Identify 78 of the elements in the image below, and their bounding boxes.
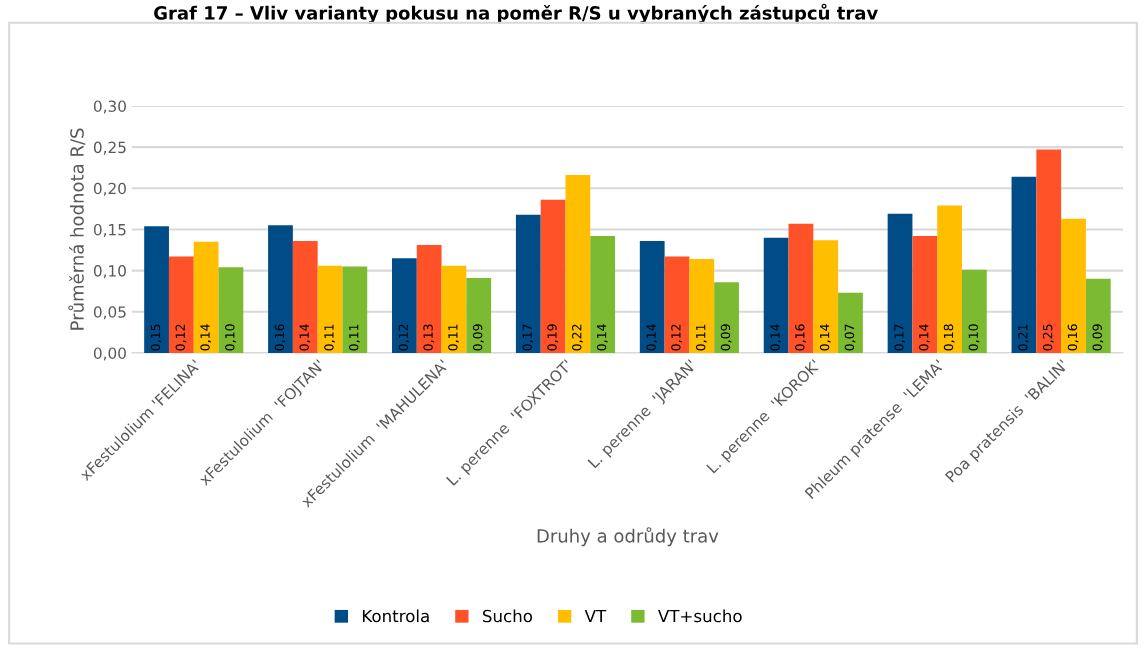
- bar: [664, 256, 690, 353]
- legend-label: VT: [584, 609, 607, 623]
- bar: [168, 256, 194, 353]
- data-label: 0,15: [150, 324, 162, 351]
- x-axis-title: Druhy a odrůdy trav: [537, 527, 719, 547]
- bar: [639, 240, 665, 353]
- data-label: 0,22: [572, 324, 583, 351]
- bar: [193, 241, 219, 353]
- data-label: 0,16: [795, 324, 806, 351]
- bar: [912, 236, 938, 353]
- bar: [838, 292, 863, 353]
- y-tick-label: 0,25: [93, 141, 126, 155]
- bar: [540, 199, 566, 353]
- y-tick-label: 0,00: [93, 347, 126, 361]
- data-label: 0,09: [472, 324, 484, 351]
- data-label: 0,14: [770, 324, 782, 351]
- data-label: 0,14: [819, 324, 831, 351]
- data-label: 0,12: [671, 324, 682, 351]
- data-label: 0,16: [1067, 324, 1079, 351]
- data-label: 0,19: [547, 324, 558, 351]
- legend-label: Sucho: [482, 609, 533, 623]
- y-tick-label: 0,10: [93, 265, 126, 279]
- bar: [218, 267, 244, 353]
- data-label: 0,14: [200, 324, 212, 351]
- data-label: 0,21: [1018, 324, 1029, 351]
- bar: [1011, 176, 1037, 353]
- data-label: 0,11: [448, 324, 459, 351]
- bar: [962, 269, 987, 353]
- y-tick-label: 0,30: [93, 100, 126, 114]
- data-label: 0,11: [349, 324, 360, 351]
- data-label: 0,10: [968, 324, 980, 351]
- bar: [515, 214, 541, 353]
- bar: [317, 265, 343, 353]
- data-label: 0,17: [522, 324, 534, 351]
- bar: [565, 175, 591, 353]
- bar: [813, 240, 839, 353]
- data-label: 0,11: [695, 324, 707, 351]
- bar: [342, 266, 368, 353]
- bar: [441, 265, 467, 353]
- data-label: 0,12: [398, 324, 410, 351]
- legend-label: Kontrola: [362, 609, 429, 623]
- data-label: 0,10: [225, 324, 236, 351]
- data-label: 0,14: [299, 324, 311, 351]
- legend-label: VT+sucho: [658, 609, 742, 623]
- bar: [1085, 278, 1111, 353]
- bar: [1061, 218, 1086, 353]
- data-label: 0,14: [918, 324, 930, 351]
- chart-title: Graf 17 – Vliv varianty pokusu na poměr R/S u vybraných zástupců trav: [154, 3, 878, 24]
- data-label: 0,25: [1042, 324, 1054, 351]
- bar: [763, 237, 789, 353]
- data-label: 0,11: [324, 324, 335, 351]
- y-tick-label: 0,05: [93, 306, 126, 320]
- data-label: 0,12: [175, 324, 187, 351]
- data-label: 0,13: [423, 324, 435, 351]
- bar: [590, 236, 616, 353]
- y-axis-title: Průměrná hodnota R/S: [68, 128, 86, 330]
- data-label: 0,09: [1092, 324, 1104, 351]
- bar: [937, 205, 962, 353]
- bar: [714, 282, 739, 353]
- bar: [466, 278, 492, 353]
- bar: [1036, 149, 1062, 353]
- bar: [292, 240, 318, 353]
- bar: [788, 223, 814, 353]
- data-label: 0,18: [943, 324, 955, 351]
- bar: [689, 259, 715, 353]
- data-label: 0,07: [844, 324, 856, 351]
- data-label: 0,14: [646, 324, 658, 351]
- bar: [268, 225, 293, 353]
- bar: [416, 245, 442, 353]
- data-label: 0,16: [274, 324, 286, 351]
- bar: [887, 213, 913, 353]
- bar: [392, 258, 417, 353]
- y-tick-label: 0,15: [93, 223, 126, 238]
- bar: [144, 226, 169, 353]
- data-label: 0,14: [596, 324, 608, 351]
- y-tick-label: 0,20: [93, 182, 126, 196]
- data-label: 0,17: [894, 324, 905, 351]
- data-label: 0,09: [720, 324, 732, 351]
